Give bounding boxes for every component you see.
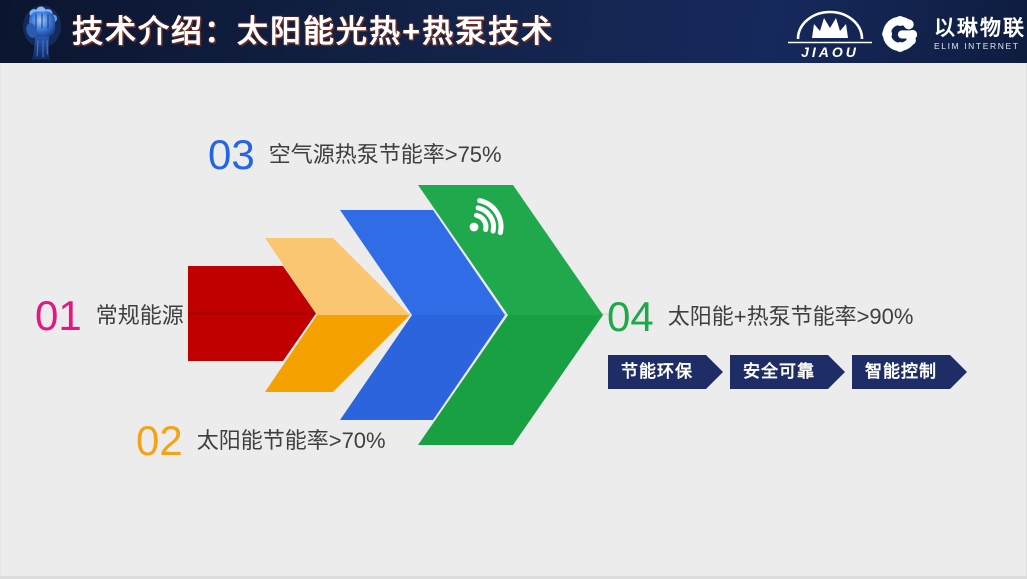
- header-bar: 技术介绍：太阳能光热+热泵技术 JIAOU 以琳物联 ELIM INTERNET: [0, 0, 1027, 63]
- wifi-icon: [469, 198, 504, 236]
- crown-icon: [812, 18, 848, 38]
- step-label-02: 太阳能节能率>70%: [196, 428, 386, 453]
- step-row-03: 03 空气源热泵节能率>75%: [208, 133, 502, 177]
- jiaou-logo: JIAOU: [788, 10, 872, 60]
- step-number-02: 02: [136, 417, 183, 464]
- step-number-03: 03: [208, 131, 255, 178]
- arrow-step-01: [188, 266, 316, 361]
- step-row-04: 04 太阳能+热泵节能率>90%: [607, 295, 913, 339]
- step-number-04: 04: [607, 293, 654, 340]
- badge-energy-saving: 节能环保: [608, 355, 723, 389]
- page-title: 技术介绍：太阳能光热+热泵技术: [72, 14, 555, 49]
- step-label-04: 太阳能+热泵节能率>90%: [667, 304, 914, 329]
- fist-image: [23, 5, 61, 60]
- step-number-01: 01: [35, 292, 82, 339]
- elim-logo: 以琳物联 ELIM INTERNET: [878, 10, 1024, 58]
- step-label-03: 空气源热泵节能率>75%: [268, 142, 502, 167]
- step-row-02: 02 太阳能节能率>70%: [136, 419, 386, 463]
- feature-badges: 节能环保 安全可靠 智能控制: [608, 355, 967, 389]
- elim-g-icon: [882, 16, 918, 52]
- jiaou-logo-text: JIAOU: [801, 44, 859, 60]
- step-label-01: 常规能源: [95, 303, 184, 328]
- elim-logo-name-en: ELIM INTERNET: [934, 40, 1020, 51]
- step-row-01: 01 常规能源: [35, 294, 184, 338]
- badge-safety: 安全可靠: [730, 355, 845, 389]
- elim-logo-name-cn: 以琳物联: [934, 16, 1026, 40]
- arrow-step-04: [418, 185, 603, 445]
- badge-smart-control: 智能控制: [852, 355, 967, 389]
- arrow-step-02: [265, 238, 410, 392]
- arrow-step-03: [340, 210, 505, 420]
